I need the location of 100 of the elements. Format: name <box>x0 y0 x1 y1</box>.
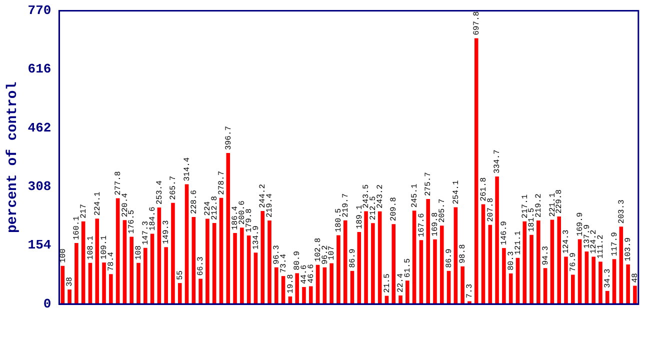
data-label: 149.3 <box>162 220 172 244</box>
bar <box>433 239 437 304</box>
data-label: 179.8 <box>244 208 254 233</box>
bar <box>171 202 175 304</box>
data-label: 169.9 <box>576 212 585 236</box>
data-label: 117.9 <box>610 232 620 256</box>
data-label: 107 <box>328 246 337 260</box>
data-label: 184.6 <box>148 206 158 231</box>
y-tick-label: 0 <box>43 296 52 312</box>
bar <box>150 234 154 304</box>
data-label: 100 <box>58 248 68 263</box>
bar <box>164 247 168 304</box>
bar <box>212 222 216 304</box>
bar <box>516 258 520 304</box>
bar <box>198 278 202 304</box>
y-tick-label: 154 <box>28 238 52 253</box>
data-label: 224.1 <box>93 191 102 216</box>
bar <box>350 270 354 304</box>
data-label: 314.4 <box>182 157 192 182</box>
data-label: 7.3 <box>466 284 475 298</box>
bar <box>102 262 106 304</box>
bar <box>260 211 265 304</box>
bar <box>406 280 410 304</box>
bar <box>130 236 134 304</box>
bar <box>571 274 575 304</box>
data-label: 61.5 <box>404 258 413 278</box>
data-label: 34.3 <box>603 268 612 288</box>
bar <box>136 262 140 304</box>
bar <box>219 198 224 304</box>
data-label: 66.3 <box>196 256 206 276</box>
data-label: 245.1 <box>410 183 420 208</box>
bar <box>226 152 230 304</box>
data-label: 396.7 <box>224 126 234 150</box>
bar <box>426 199 430 304</box>
data-label: 76.9 <box>569 252 578 272</box>
data-label: 80.3 <box>506 251 516 270</box>
bar <box>530 234 534 304</box>
data-label: 103.9 <box>624 237 634 262</box>
bar <box>281 276 286 304</box>
bar <box>460 266 464 304</box>
bar <box>109 274 113 304</box>
bar <box>398 295 402 304</box>
data-label: 98.8 <box>458 244 468 264</box>
bar <box>440 226 444 304</box>
data-label: 108 <box>134 245 144 260</box>
data-label: 207.8 <box>486 198 496 222</box>
bar <box>302 287 306 304</box>
bar <box>557 216 561 304</box>
bar <box>95 218 100 304</box>
data-label: 86.9 <box>348 248 358 268</box>
bar <box>184 184 189 304</box>
bar <box>274 267 278 304</box>
bar <box>206 218 210 304</box>
data-label: 209.8 <box>390 196 399 222</box>
bar <box>578 239 582 304</box>
bar <box>488 224 492 304</box>
data-label: 102.8 <box>314 238 323 262</box>
y-tick-label: 462 <box>28 120 52 136</box>
data-label: 243.2 <box>376 184 385 208</box>
bar <box>508 273 513 304</box>
data-label: 697.8 <box>472 11 482 36</box>
y-axis-title: percent of control <box>4 82 21 234</box>
y-tick-label: 616 <box>28 62 52 77</box>
bar <box>192 216 196 304</box>
data-label: 86.9 <box>444 248 454 268</box>
bar <box>336 235 340 304</box>
data-label: 205.7 <box>438 198 448 223</box>
bar <box>619 226 624 304</box>
bar <box>419 240 424 304</box>
bar <box>633 286 637 304</box>
data-label: 48 <box>631 272 640 283</box>
data-label: 253.4 <box>155 180 164 205</box>
data-label: 134.9 <box>252 225 261 250</box>
data-label: 217 <box>79 204 88 218</box>
bar <box>371 223 375 304</box>
bar <box>584 251 589 304</box>
bar <box>157 208 162 304</box>
bar <box>68 290 72 304</box>
bar <box>295 273 299 304</box>
bar <box>598 262 602 304</box>
bar <box>592 256 596 304</box>
bar <box>626 264 630 304</box>
bar <box>412 210 416 304</box>
bar <box>474 38 478 304</box>
bar <box>522 221 527 304</box>
bar <box>343 220 348 304</box>
data-label: 265.7 <box>169 176 178 200</box>
bar <box>495 176 499 304</box>
data-label: 94.3 <box>541 246 550 266</box>
data-label: 219.2 <box>534 193 544 218</box>
data-label: 124.3 <box>562 229 572 254</box>
data-label: 160.1 <box>72 216 82 240</box>
bar <box>116 198 120 304</box>
data-label: 146.9 <box>500 220 510 246</box>
bar <box>81 221 86 304</box>
bar <box>468 301 472 304</box>
bar <box>378 211 382 304</box>
data-label: 228.6 <box>190 190 199 214</box>
data-label: 229.8 <box>555 189 564 214</box>
data-label: 38 <box>66 276 75 287</box>
